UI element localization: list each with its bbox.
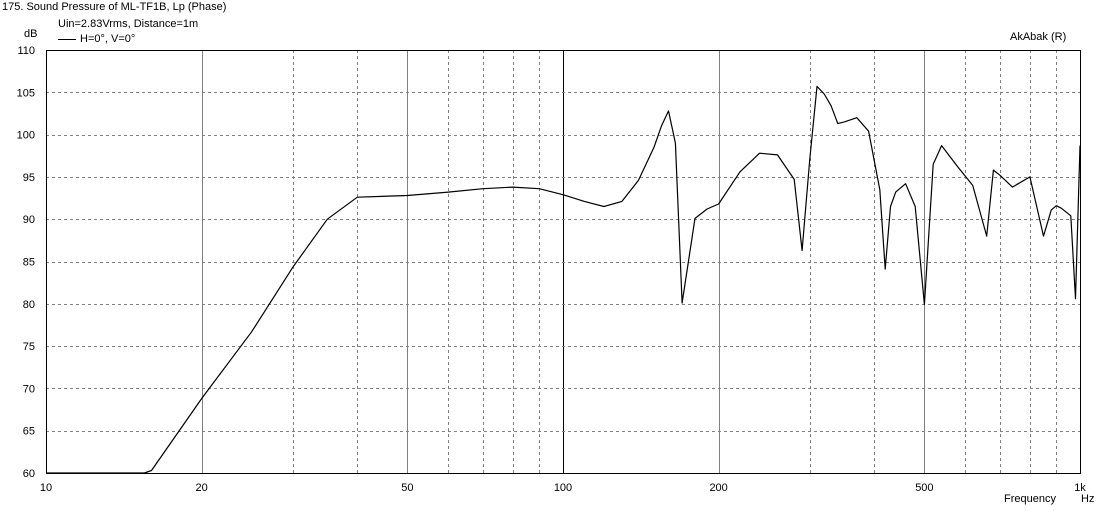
grid (46, 50, 1081, 474)
x-axis-name-label: Frequency (1004, 493, 1056, 505)
legend-line-swatch (58, 39, 76, 40)
y-tick-label: 75 (23, 341, 35, 353)
x-tick-label: 500 (915, 482, 933, 494)
y-tick-label: 105 (17, 87, 35, 99)
x-tick-label: 1k (1074, 482, 1086, 494)
x-tick-label: 100 (554, 482, 572, 494)
x-tick-label: 10 (40, 482, 52, 494)
y-tick-label: 90 (23, 214, 35, 226)
y-tick-label: 70 (23, 383, 35, 395)
y-tick-label: 100 (17, 130, 35, 142)
y-tick-label: 80 (23, 299, 35, 311)
y-tick-label: 85 (23, 257, 35, 269)
y-tick-label: 65 (23, 426, 35, 438)
y-tick-label: 95 (23, 172, 35, 184)
y-tick-label: 60 (23, 468, 35, 480)
legend-label: H=0°, V=0° (80, 33, 136, 45)
x-tick-label: 20 (196, 482, 208, 494)
y-axis-unit-label: dB (24, 28, 38, 40)
curves (46, 85, 1081, 474)
tick-labels: 60 65 70 75 80 85 90 95 100 105 110 10 20 50 100 200 500… (17, 45, 1087, 494)
brand-label: AkAbak (R) (1010, 31, 1067, 43)
spl-curve (46, 85, 1081, 474)
chart-title: 175. Sound Pressure of ML-TF1B, Lp (Phas… (2, 1, 227, 13)
x-axis-unit-label: Hz (1081, 493, 1095, 505)
plot-frame (46, 50, 1081, 474)
chart-subtitle: Uin=2.83Vrms, Distance=1m (58, 18, 199, 30)
y-tick-label: 110 (17, 45, 35, 57)
x-tick-label: 50 (401, 482, 413, 494)
x-tick-label: 200 (709, 482, 727, 494)
